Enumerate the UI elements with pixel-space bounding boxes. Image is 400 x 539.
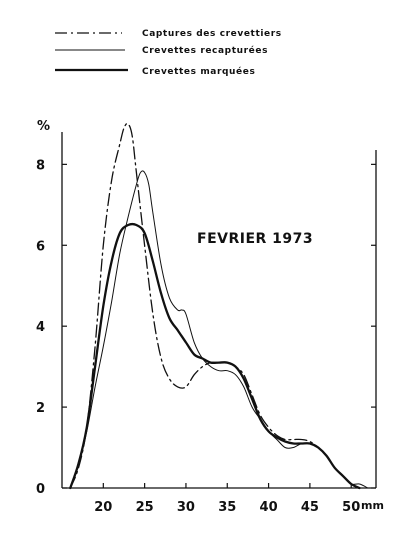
chart-annotation: FEVRIER 1973 (197, 231, 313, 247)
x-axis-unit-label: mm (361, 499, 384, 512)
y-tick-label-4: 4 (36, 320, 45, 335)
x-tick-label-35: 35 (218, 500, 236, 515)
series-line-0 (69, 122, 361, 489)
legend-label-0: Captures des crevettiers (142, 29, 282, 39)
series-line-1 (69, 170, 369, 489)
series-lines (69, 122, 369, 490)
series-line-2 (69, 222, 361, 490)
plot-frame (61, 132, 377, 489)
ticks (62, 163, 376, 489)
x-tick-label-20: 20 (94, 500, 112, 515)
y-axis-unit-label: % (37, 119, 50, 134)
tick-labels: 20 25 30 35 40 45 50 0 2 4 6 8 (36, 158, 360, 515)
y-tick-label-8: 8 (36, 158, 45, 173)
legend-label-1: Crevettes recapturées (142, 45, 268, 56)
legend-label-2: Crevettes marquées (142, 66, 255, 77)
x-tick-label-40: 40 (260, 500, 278, 515)
x-tick-label-25: 25 (136, 500, 154, 515)
x-tick-label-45: 45 (301, 500, 319, 515)
x-tick-label-30: 30 (177, 500, 195, 515)
y-tick-label-2: 2 (36, 401, 45, 416)
y-tick-label-6: 6 (36, 239, 45, 254)
x-tick-label-50: 50 (342, 500, 360, 515)
y-tick-label-0: 0 (36, 482, 45, 497)
legend: Captures des crevettiers Crevettes recap… (55, 29, 282, 77)
